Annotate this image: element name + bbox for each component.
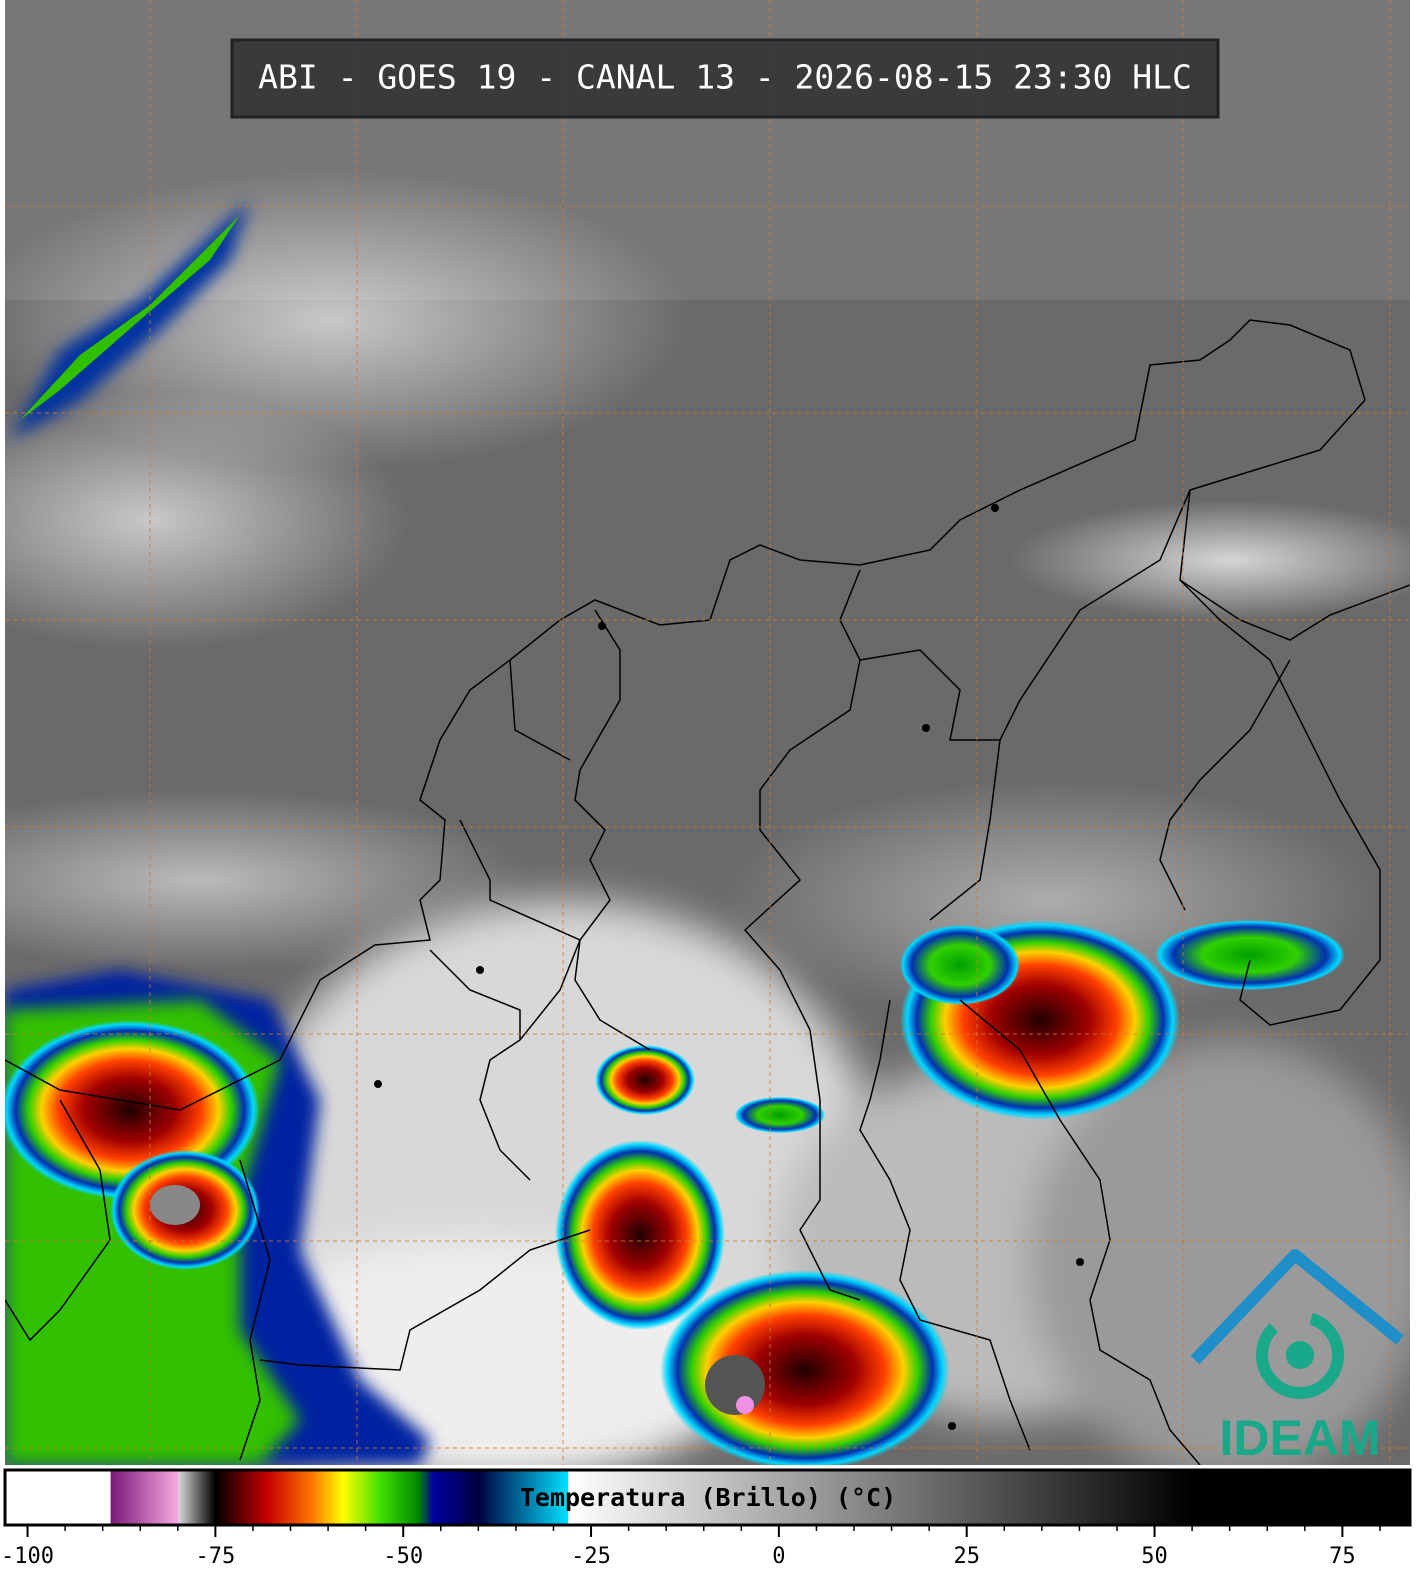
colorbar-fill <box>3 1468 1412 1527</box>
colorbar: Temperatura (Brillo) (°C) -100 -75 -50 -25 0 2… <box>1 1468 1412 1569</box>
x-tick-label: -100 <box>1 1544 54 1569</box>
x-tick-label: 0 <box>772 1544 785 1569</box>
x-tick-label: -75 <box>195 1544 235 1569</box>
x-tick-label: 25 <box>953 1544 980 1569</box>
satellite-image: IDEAM <box>5 0 1410 1466</box>
logo: IDEAM <box>1190 1249 1404 1466</box>
x-tick-label: 75 <box>1329 1544 1356 1569</box>
x-tick-label: -25 <box>571 1544 611 1569</box>
title-box <box>230 38 1220 119</box>
x-tick-label: 50 <box>1141 1544 1168 1569</box>
x-tick-label: -50 <box>383 1544 423 1569</box>
colorbar-label: Temperatura (Brillo) (°C) <box>520 1483 896 1512</box>
chart-title: ABI - GOES 19 - CANAL 13 - 2026-08-15 23… <box>258 58 1192 97</box>
logo-text: IDEAM <box>1219 1410 1380 1466</box>
